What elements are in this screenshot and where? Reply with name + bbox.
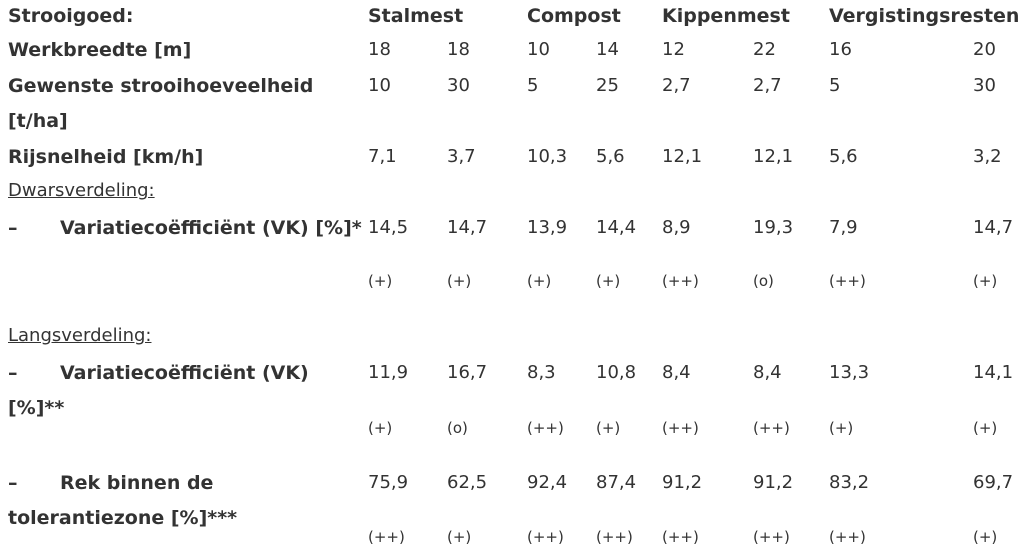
- row-label: tolerantiezone [%]***: [8, 507, 238, 529]
- cell-rating: (+): [596, 272, 621, 290]
- bullet: –: [8, 217, 18, 239]
- cell-rating: (+): [973, 272, 998, 290]
- cell-rating: (+): [368, 272, 393, 290]
- cell-value: 14,5: [368, 217, 409, 238]
- cell-rating: (o): [753, 272, 774, 290]
- cell-value: 92,4: [527, 472, 568, 493]
- section-heading: Dwarsverdeling:: [8, 180, 155, 201]
- cell-value: 91,2: [662, 472, 703, 493]
- cell-rating: (+): [527, 272, 552, 290]
- cell-value: 2,7: [662, 75, 691, 96]
- cell-value: 8,4: [753, 362, 782, 383]
- row-label: Werkbreedte [m]: [8, 39, 192, 61]
- cell-value: 12: [662, 39, 685, 60]
- cell-value: 2,7: [753, 75, 782, 96]
- row-label: Variatiecoëfficiënt (VK): [60, 362, 309, 384]
- cell-value: 14,7: [973, 217, 1014, 238]
- cell-value: 14,7: [447, 217, 488, 238]
- cell-rating: (+): [973, 419, 998, 437]
- cell-rating: (+): [368, 419, 393, 437]
- cell-value: 18: [368, 39, 391, 60]
- cell-rating: (+): [447, 272, 472, 290]
- bullet: –: [8, 362, 18, 384]
- cell-rating: (++): [753, 419, 790, 437]
- cell-value: 13,9: [527, 217, 568, 238]
- row-label: [%]**: [8, 397, 65, 419]
- group-header: Compost: [527, 5, 621, 27]
- cell-rating: (++): [753, 528, 790, 546]
- cell-value: 14: [596, 39, 619, 60]
- row-label: [t/ha]: [8, 110, 68, 132]
- cell-value: 8,3: [527, 362, 556, 383]
- cell-rating: (++): [662, 528, 699, 546]
- cell-value: 5,6: [829, 146, 858, 167]
- cell-value: 3,2: [973, 146, 1002, 167]
- cell-rating: (++): [596, 528, 633, 546]
- cell-value: 10: [368, 75, 391, 96]
- cell-value: 25: [596, 75, 619, 96]
- cell-rating: (+): [596, 419, 621, 437]
- cell-value: 19,3: [753, 217, 794, 238]
- cell-value: 5: [829, 75, 841, 96]
- cell-rating: (++): [527, 528, 564, 546]
- cell-rating: (++): [662, 419, 699, 437]
- cell-value: 12,1: [753, 146, 794, 167]
- cell-rating: (+): [447, 528, 472, 546]
- cell-value: 87,4: [596, 472, 637, 493]
- cell-value: 14,1: [973, 362, 1014, 383]
- cell-value: 16,7: [447, 362, 488, 383]
- group-header: Stalmest: [368, 5, 464, 27]
- cell-value: 62,5: [447, 472, 488, 493]
- cell-rating: (++): [368, 528, 405, 546]
- row-label: Rek binnen de: [60, 472, 214, 494]
- row-label: Rijsnelheid [km/h]: [8, 146, 204, 168]
- cell-value: 22: [753, 39, 776, 60]
- cell-value: 14,4: [596, 217, 637, 238]
- cell-value: 91,2: [753, 472, 794, 493]
- cell-rating: (++): [829, 272, 866, 290]
- cell-value: 12,1: [662, 146, 703, 167]
- row-label: Variatiecoëfficiënt (VK) [%]*: [60, 217, 362, 239]
- cell-rating: (++): [527, 419, 564, 437]
- cell-value: 3,7: [447, 146, 476, 167]
- cell-value: 5,6: [596, 146, 625, 167]
- cell-value: 20: [973, 39, 996, 60]
- cell-value: 13,3: [829, 362, 870, 383]
- cell-value: 69,7: [973, 472, 1014, 493]
- cell-value: 7,1: [368, 146, 397, 167]
- group-header: Kippenmest: [662, 5, 790, 27]
- row-label: Gewenste strooihoeveelheid: [8, 75, 314, 97]
- cell-value: 5: [527, 75, 539, 96]
- cell-value: 18: [447, 39, 470, 60]
- cell-value: 75,9: [368, 472, 409, 493]
- cell-value: 10,3: [527, 146, 568, 167]
- cell-value: 10,8: [596, 362, 637, 383]
- cell-value: 16: [829, 39, 852, 60]
- cell-rating: (++): [829, 528, 866, 546]
- cell-value: 8,4: [662, 362, 691, 383]
- cell-value: 30: [973, 75, 996, 96]
- section-heading: Langsverdeling:: [8, 325, 152, 346]
- cell-value: 11,9: [368, 362, 409, 383]
- cell-value: 30: [447, 75, 470, 96]
- cell-rating: (o): [447, 419, 468, 437]
- cell-rating: (+): [973, 528, 998, 546]
- group-header: Vergistingsresten: [829, 5, 1020, 27]
- bullet: –: [8, 472, 18, 494]
- cell-value: 8,9: [662, 217, 691, 238]
- header-label: Strooigoed:: [8, 5, 134, 27]
- cell-rating: (+): [829, 419, 854, 437]
- cell-rating: (++): [662, 272, 699, 290]
- cell-value: 10: [527, 39, 550, 60]
- cell-value: 83,2: [829, 472, 870, 493]
- cell-value: 7,9: [829, 217, 858, 238]
